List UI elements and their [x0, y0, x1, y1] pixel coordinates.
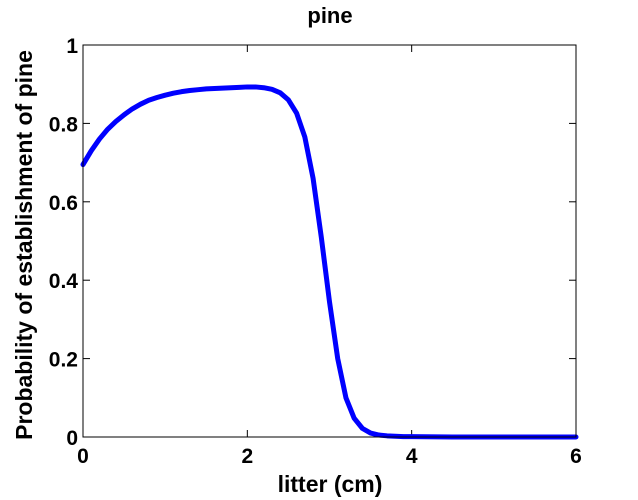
x-tick-label: 0: [77, 445, 89, 468]
y-tick-label: 0.8: [49, 113, 79, 136]
series-line: [80, 84, 579, 440]
y-tick-label: 1: [66, 35, 78, 58]
axis-ticks: [82, 44, 577, 438]
y-tick-label: 0.4: [49, 270, 79, 293]
y-tick-label: 0.6: [49, 192, 78, 215]
y-tick-label: 0: [66, 427, 78, 450]
plot-frame: [82, 44, 577, 438]
plot-area: [83, 45, 576, 437]
tick-labels: 0 2 4 6 0 0.2 0.4 0.6 0.8 1: [49, 35, 582, 468]
y-axis-label: Probability of establishment of pine: [11, 50, 37, 440]
x-tick-label: 4: [406, 445, 418, 468]
x-tick-label: 2: [241, 445, 253, 468]
chart-title: pine: [307, 3, 352, 28]
x-axis-label: litter (cm): [278, 471, 383, 497]
x-tick-label: 6: [570, 445, 582, 468]
y-tick-label: 0.2: [49, 349, 78, 372]
